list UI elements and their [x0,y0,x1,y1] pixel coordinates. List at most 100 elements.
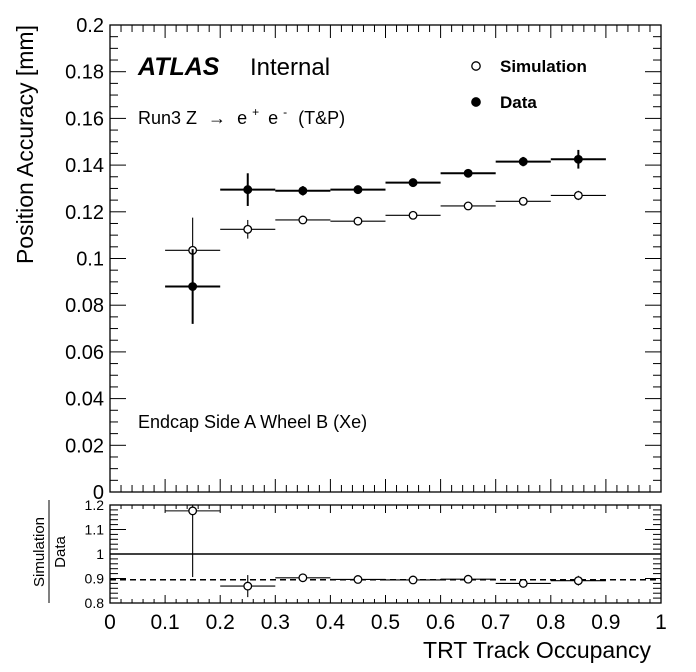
ratio-tick-labels: 0 0.1 0.2 0.3 0.4 0.5 0.6 0.7 0.8 0.9 1 0.8 0.9 1 1.1 1… [85,497,667,634]
y-tick-label: 0 [93,482,104,504]
ratio-y-tick-label: 1 [96,546,104,562]
process-e-plus-sup: + [252,105,259,119]
ratio-marker [463,574,473,584]
y-tick-label: 0.1 [76,249,104,271]
x-tick-label: 0.5 [371,611,400,634]
legend-data-label: Data [500,93,537,112]
legend-data-marker [471,97,481,107]
ratio-point [550,575,606,586]
simulation-point [495,196,551,206]
ratio-point [330,575,386,584]
ratio-y-axis-title: Simulation Data [31,500,69,603]
x-tick-label: 0.6 [426,611,455,634]
data-marker [518,157,528,167]
ratio-y-tick-label: 0.8 [85,595,105,611]
ratio-y-tick-label: 1.1 [85,522,105,538]
y-tick-label: 0.16 [65,108,104,130]
simulation-marker [463,201,473,211]
ratio-point [275,573,331,583]
process-e-minus-sup: - [283,105,287,119]
y-tick-label: 0.14 [65,155,104,177]
y-axis-title: Position Accuracy [mm] [12,25,38,264]
data-point [220,173,276,206]
simulation-marker [518,196,528,206]
data-point [495,156,551,167]
ratio-marker [573,576,583,586]
simulation-point [385,210,441,220]
ratio-marker [518,578,528,588]
main-tick-labels: 0 0.02 0.04 0.06 0.08 0.1 0.12 0.14 0.16 0.18 0.2 [65,15,104,504]
ratio-y-denominator: Data [52,536,69,568]
ratio-marker [188,506,198,516]
x-axis-title: TRT Track Occupancy [423,637,651,663]
x-tick-label: 0.7 [481,611,510,634]
legend: Simulation Data [471,57,587,112]
simulation-marker [243,224,253,234]
data-point [440,168,496,178]
ratio-point [495,578,551,588]
main-data-series [165,149,606,324]
data-series [165,149,606,324]
simulation-series [165,190,606,284]
x-tick-label: 0.8 [536,611,565,634]
data-point [385,178,441,188]
x-tick-label: 0.9 [591,611,620,634]
data-marker [243,185,253,195]
ratio-marker [298,573,308,583]
ratio-series [165,505,606,598]
ratio-y-numerator: Simulation [31,517,48,587]
ratio-point [220,575,276,598]
process-e-plus: e [237,108,247,128]
process-prefix: Run3 Z [138,108,197,128]
simulation-marker [353,216,363,226]
ratio-y-tick-label: 1.2 [85,497,105,513]
legend-simulation-label: Simulation [500,57,587,76]
y-tick-label: 0.2 [76,15,104,37]
ratio-data-series [165,505,606,598]
x-tick-label: 1 [655,611,667,634]
data-marker [408,178,418,188]
data-point [330,185,386,195]
process-arrow: → [208,108,226,128]
main-axis-ticks [109,24,662,493]
simulation-point [220,219,276,239]
legend-simulation-marker [471,61,481,71]
data-marker [463,168,473,178]
ratio-point [165,505,221,578]
ratio-marker [243,581,253,591]
data-marker [573,154,583,164]
ratio-marker [408,575,418,585]
x-tick-label: 0.4 [316,611,346,634]
y-tick-label: 0.06 [65,342,104,364]
data-marker [353,185,363,195]
ratio-point [440,574,496,584]
x-tick-label: 0.3 [261,611,290,634]
simulation-point [550,190,606,201]
process-e-minus: e [268,108,278,128]
simulation-point [275,215,331,225]
y-tick-label: 0.12 [65,202,104,224]
data-marker [298,186,308,196]
y-tick-label: 0.08 [65,295,104,317]
ratio-y-tick-label: 0.9 [85,571,105,587]
x-tick-label: 0.1 [150,611,179,634]
x-tick-label: 0 [104,611,116,634]
y-tick-label: 0.04 [65,389,104,411]
atlas-label: ATLAS Internal [137,53,330,81]
y-tick-label: 0.02 [65,435,104,457]
simulation-marker [408,210,418,220]
simulation-point [440,201,496,211]
process-label: Run3 Z → e + e - (T&P) [138,100,345,128]
simulation-marker [298,215,308,225]
process-suffix: (T&P) [298,108,345,128]
ratio-marker [353,575,363,584]
data-point [550,149,606,169]
simulation-marker [573,191,583,200]
atlas-experiment-label: ATLAS [137,53,220,81]
simulation-point [330,216,386,226]
ratio-point [385,575,441,585]
atlas-status-label: Internal [250,54,330,81]
y-tick-label: 0.18 [65,62,104,84]
data-marker [188,282,198,291]
